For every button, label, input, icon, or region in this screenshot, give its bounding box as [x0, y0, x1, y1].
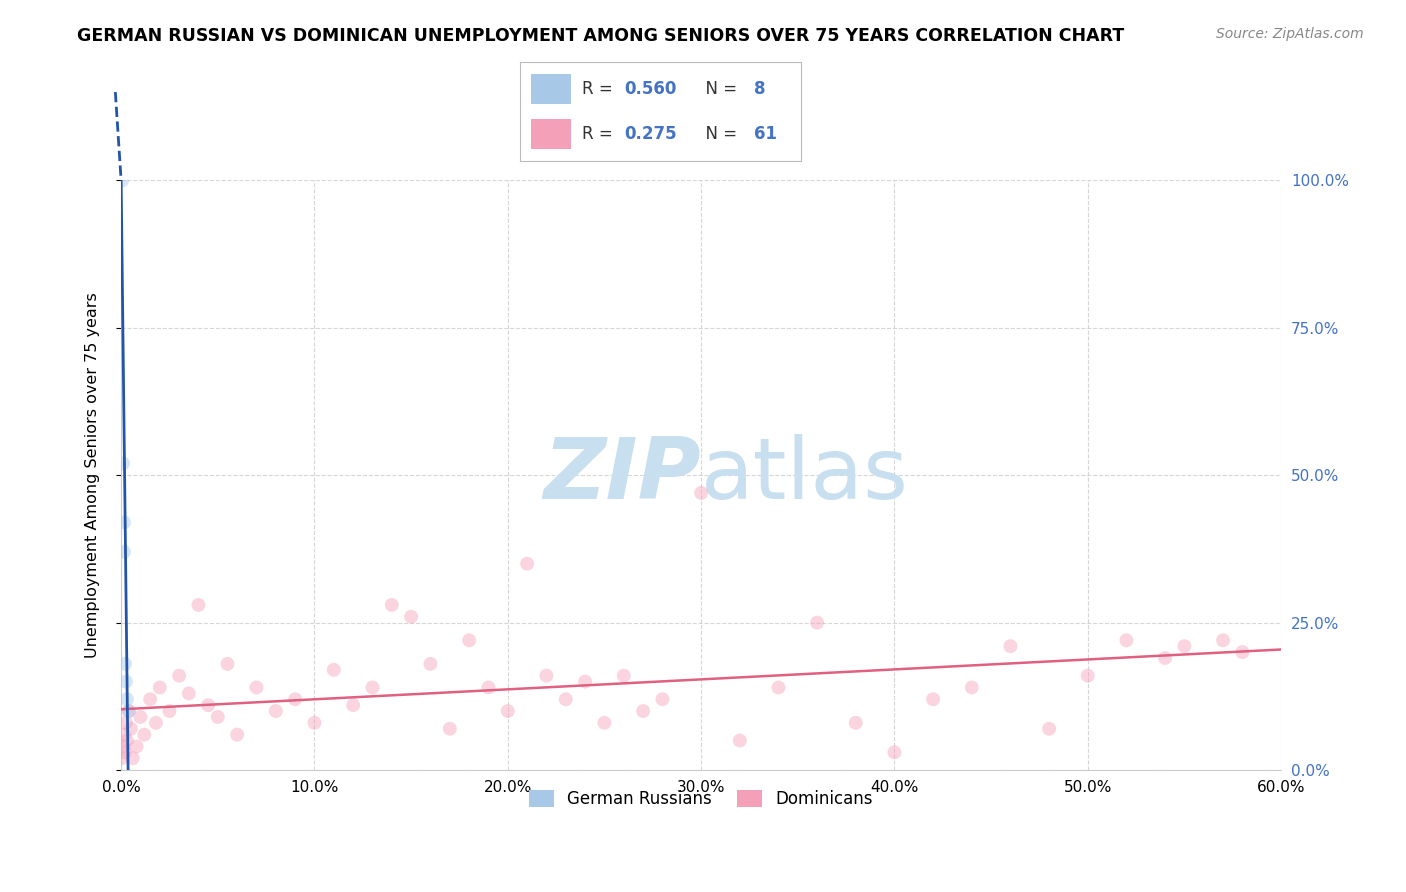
Point [118, 704, 141, 718]
Point [1232, 645, 1254, 659]
Point [167, 668, 190, 682]
Text: Source: ZipAtlas.com: Source: ZipAtlas.com [1216, 27, 1364, 41]
Point [1038, 722, 1060, 736]
Point [115, 674, 138, 689]
Point [554, 692, 576, 706]
Point [112, 545, 135, 559]
Text: ZIP: ZIP [544, 434, 702, 516]
Point [496, 704, 519, 718]
Point [458, 633, 481, 648]
Point [322, 663, 344, 677]
Point [245, 681, 267, 695]
Point [806, 615, 828, 630]
Point [134, 728, 156, 742]
Point [1212, 633, 1234, 648]
Point [728, 733, 751, 747]
Point [111, 751, 134, 765]
Point [631, 704, 654, 718]
Point [217, 657, 239, 671]
Point [112, 516, 135, 530]
Point [690, 486, 713, 500]
Point [115, 715, 138, 730]
Text: 8: 8 [754, 80, 765, 98]
Point [883, 745, 905, 759]
Point [115, 692, 138, 706]
Point [922, 692, 945, 706]
Legend: German Russians, Dominicans: German Russians, Dominicans [523, 783, 880, 814]
Point [516, 557, 538, 571]
Text: GERMAN RUSSIAN VS DOMINICAN UNEMPLOYMENT AMONG SENIORS OVER 75 YEARS CORRELATION: GERMAN RUSSIAN VS DOMINICAN UNEMPLOYMENT… [77, 27, 1125, 45]
Point [284, 692, 307, 706]
Point [768, 681, 790, 695]
Point [1115, 633, 1137, 648]
Point [342, 698, 364, 713]
Point [1154, 651, 1177, 665]
Point [112, 728, 135, 742]
Point [477, 681, 499, 695]
Text: R =: R = [582, 125, 619, 143]
Point [845, 715, 868, 730]
Point [114, 657, 136, 671]
Point [1077, 668, 1099, 682]
Point [381, 598, 404, 612]
Point [439, 722, 461, 736]
Point [361, 681, 384, 695]
Text: N =: N = [695, 125, 742, 143]
Point [226, 728, 249, 742]
Text: atlas: atlas [702, 434, 910, 516]
Point [613, 668, 636, 682]
Point [121, 751, 143, 765]
Point [536, 668, 558, 682]
Point [139, 692, 162, 706]
Point [1173, 639, 1195, 653]
Point [120, 722, 142, 736]
Point [114, 745, 136, 759]
Point [399, 609, 422, 624]
Point [593, 715, 616, 730]
Point [125, 739, 148, 754]
Point [118, 704, 141, 718]
Point [177, 686, 200, 700]
Point [960, 681, 983, 695]
Text: R =: R = [582, 80, 619, 98]
Point [112, 457, 135, 471]
Y-axis label: Unemployment Among Seniors over 75 years: Unemployment Among Seniors over 75 years [86, 293, 100, 658]
Bar [531, 120, 571, 149]
Point [651, 692, 673, 706]
Point [197, 698, 219, 713]
Point [419, 657, 441, 671]
Point [149, 681, 172, 695]
Point [111, 173, 134, 187]
Point [1000, 639, 1022, 653]
Text: 61: 61 [754, 125, 776, 143]
Point [207, 710, 229, 724]
Text: 0.560: 0.560 [624, 80, 676, 98]
Text: N =: N = [695, 80, 742, 98]
Bar [531, 74, 571, 103]
Point [129, 710, 152, 724]
Point [574, 674, 596, 689]
Point [159, 704, 181, 718]
Point [187, 598, 209, 612]
Point [264, 704, 287, 718]
Point [145, 715, 167, 730]
Text: 0.275: 0.275 [624, 125, 676, 143]
Point [115, 733, 138, 747]
Point [304, 715, 326, 730]
Point [112, 739, 135, 754]
